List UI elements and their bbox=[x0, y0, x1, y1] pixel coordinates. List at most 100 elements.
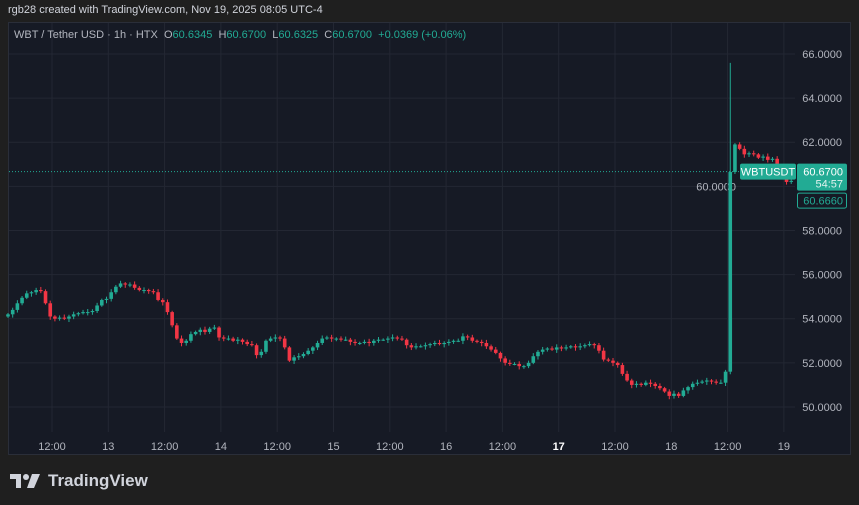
tradingview-logo[interactable]: TradingView bbox=[10, 471, 148, 491]
candle-up bbox=[259, 351, 264, 356]
candle-down bbox=[240, 339, 245, 342]
candle-down bbox=[475, 340, 479, 342]
x-tick-label: 12:00 bbox=[714, 441, 742, 453]
candle-down bbox=[662, 388, 667, 392]
candle-down bbox=[348, 339, 353, 342]
candle-down bbox=[250, 344, 254, 346]
candle-down bbox=[245, 341, 249, 345]
countdown: 54:57 bbox=[815, 179, 843, 191]
candle-down bbox=[437, 342, 442, 345]
candle-up bbox=[700, 381, 704, 383]
candle-down bbox=[498, 352, 503, 359]
candle-up bbox=[451, 340, 456, 342]
candle-down bbox=[278, 337, 282, 339]
candle-up bbox=[761, 156, 765, 158]
candle-up bbox=[24, 293, 29, 298]
chart-credit: rgb28 created with TradingView.com, Nov … bbox=[8, 4, 323, 16]
candle-up bbox=[10, 309, 15, 315]
candle-down bbox=[765, 156, 770, 160]
candle-up bbox=[414, 346, 418, 348]
candle-down bbox=[742, 148, 747, 155]
y-tick-label: 54.0000 bbox=[802, 314, 842, 326]
candle-up bbox=[672, 393, 676, 396]
candle-up bbox=[362, 341, 367, 343]
candle-down bbox=[400, 338, 404, 340]
candle-up bbox=[184, 340, 189, 343]
candle-up bbox=[334, 338, 339, 340]
low-value: 60.6325 bbox=[278, 29, 319, 41]
candle-up bbox=[118, 283, 123, 287]
candle-up bbox=[681, 390, 686, 396]
x-tick-label: 15 bbox=[327, 441, 339, 453]
candle-down bbox=[165, 302, 170, 313]
candle-up bbox=[686, 387, 690, 391]
candle-down bbox=[470, 337, 475, 341]
candle-down bbox=[592, 344, 597, 346]
candle-up bbox=[311, 347, 315, 351]
candle-up bbox=[390, 337, 395, 339]
candle-up bbox=[634, 383, 639, 385]
candle-down bbox=[39, 290, 43, 292]
candle-down bbox=[629, 380, 634, 385]
candle-up bbox=[719, 382, 723, 384]
candle-down bbox=[559, 347, 564, 349]
open-label: O bbox=[163, 29, 173, 41]
candle-down bbox=[775, 158, 779, 167]
candle-down bbox=[597, 345, 601, 351]
candle-down bbox=[611, 360, 615, 363]
candle-down bbox=[395, 337, 400, 339]
x-tick-label: 16 bbox=[440, 441, 452, 453]
candle-up bbox=[306, 350, 310, 355]
candle-up bbox=[315, 342, 320, 348]
candle-up bbox=[57, 317, 62, 319]
candle-up bbox=[142, 290, 146, 292]
candle-up bbox=[442, 342, 446, 345]
y-tick-label: 56.0000 bbox=[802, 270, 842, 282]
candle-down bbox=[282, 338, 287, 348]
candle-up bbox=[583, 345, 587, 347]
bid-tag bbox=[797, 192, 847, 209]
tradingview-logo-icon bbox=[10, 474, 40, 488]
candle-up bbox=[268, 338, 273, 341]
price-tag bbox=[797, 163, 847, 191]
candle-up bbox=[386, 338, 390, 340]
candle-down bbox=[404, 339, 409, 346]
symbol-label[interactable]: WBT / Tether USD · 1h · HTX bbox=[14, 29, 158, 41]
candle-down bbox=[625, 373, 629, 381]
candle-down bbox=[751, 153, 756, 155]
y-tick-label: 52.0000 bbox=[802, 358, 842, 370]
candle-down bbox=[493, 349, 498, 353]
x-tick-label: 12:00 bbox=[38, 441, 66, 453]
candle-down bbox=[254, 345, 259, 356]
candle-down bbox=[160, 299, 165, 303]
x-tick-label: 14 bbox=[215, 441, 227, 453]
candle-down bbox=[146, 290, 151, 292]
candle-down bbox=[658, 386, 662, 389]
y-tick-label: 60.0000 bbox=[696, 181, 736, 193]
candle-up bbox=[29, 292, 34, 294]
candle-up bbox=[578, 346, 582, 348]
candle-up bbox=[536, 351, 540, 357]
y-tick-label: 66.0000 bbox=[802, 49, 842, 61]
candle-down bbox=[620, 365, 625, 374]
candle-up bbox=[690, 383, 695, 388]
candle-up bbox=[104, 298, 109, 300]
candle-down bbox=[479, 341, 484, 343]
candle-up bbox=[522, 366, 526, 368]
x-tick-label: 18 bbox=[665, 441, 677, 453]
candle-down bbox=[756, 154, 761, 158]
candle-up bbox=[540, 349, 545, 352]
candle-up bbox=[723, 371, 728, 383]
candle-up bbox=[733, 144, 737, 173]
candle-down bbox=[653, 383, 658, 387]
candle-up bbox=[531, 356, 536, 363]
x-tick-label: 12:00 bbox=[151, 441, 179, 453]
candle-up bbox=[545, 348, 550, 350]
candle-down bbox=[53, 316, 57, 319]
chart-panel[interactable] bbox=[8, 22, 851, 455]
symbol-tag-text: WBTUSDT bbox=[741, 167, 796, 179]
candle-up bbox=[770, 158, 775, 160]
candle-up bbox=[76, 313, 81, 315]
candle-up bbox=[193, 331, 198, 335]
